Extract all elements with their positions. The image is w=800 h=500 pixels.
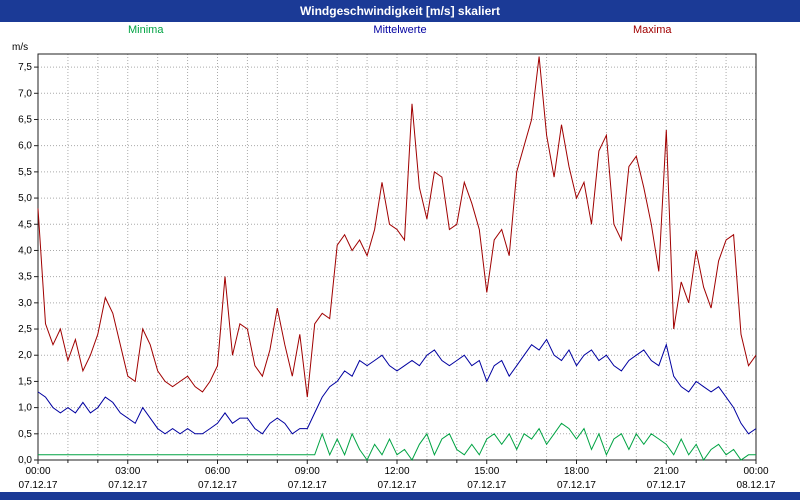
x-tick-date: 07.12.17: [108, 480, 147, 491]
x-tick-time: 15:00: [474, 466, 499, 477]
y-tick-label: 4,5: [18, 219, 32, 230]
x-tick-date: 07.12.17: [19, 480, 58, 491]
chart-area: m/s 0,0 0,5 1,0 1,5 2,0 2,5 3,0 3,5 4,0 4,5 5,0 5,5 6…: [0, 40, 800, 492]
x-tick-time: 00:00: [25, 466, 50, 477]
x-tick-time: 03:00: [115, 466, 140, 477]
wind-chart: m/s 0,0 0,5 1,0 1,5 2,0 2,5 3,0 3,5 4,0 4,5 5,0 5,5 6…: [12, 42, 776, 491]
title-bar: Windgeschwindigkeit [m/s] skaliert: [0, 0, 800, 22]
y-tick-label: 2,0: [18, 350, 32, 361]
y-tick-label: 6,0: [18, 141, 32, 152]
y-tick-label: 5,0: [18, 193, 32, 204]
legend-maxima: Maxima: [633, 24, 672, 36]
axis-labels: m/s 0,0 0,5 1,0 1,5 2,0 2,5 3,0 3,5 4,0 4,5 5,0 5,5 6…: [12, 42, 776, 491]
y-tick-label: 7,0: [18, 88, 32, 99]
y-tick-label: 5,5: [18, 167, 32, 178]
x-tick-date: 08.12.17: [737, 480, 776, 491]
x-tick-date: 07.12.17: [288, 480, 327, 491]
x-tick-date: 07.12.17: [378, 480, 417, 491]
y-tick-label: 1,0: [18, 403, 32, 414]
page-title: Windgeschwindigkeit [m/s] skaliert: [300, 4, 500, 18]
y-tick-label: 4,0: [18, 245, 32, 256]
x-tick-time: 00:00: [743, 466, 768, 477]
y-tick-label: 3,5: [18, 272, 32, 283]
legend-minima: Minima: [128, 24, 164, 36]
x-tick-date: 07.12.17: [557, 480, 596, 491]
y-tick-label: 0,0: [18, 455, 32, 466]
x-tick-date: 07.12.17: [467, 480, 506, 491]
y-axis-unit: m/s: [12, 42, 28, 53]
y-tick-label: 1,5: [18, 376, 32, 387]
x-tick-time: 21:00: [654, 466, 679, 477]
y-tick-label: 2,5: [18, 324, 32, 335]
mittelwerte-line: [37, 338, 757, 435]
gridlines: [38, 54, 756, 460]
minima-line: [38, 422, 756, 461]
y-tick-label: 7,5: [18, 62, 32, 73]
y-tick-label: 0,5: [18, 429, 32, 440]
x-tick-time: 12:00: [384, 466, 409, 477]
x-tick-time: 18:00: [564, 466, 589, 477]
y-tick-label: 6,5: [18, 114, 32, 125]
chart-legend: Minima Mittelwerte Maxima: [0, 22, 800, 40]
tick-marks: [34, 66, 757, 464]
x-tick-time: 09:00: [295, 466, 320, 477]
legend-mittelwerte: Mittelwerte: [373, 24, 427, 36]
bottom-strip: [0, 492, 800, 500]
x-tick-date: 07.12.17: [647, 480, 686, 491]
y-tick-label: 3,0: [18, 298, 32, 309]
x-tick-time: 06:00: [205, 466, 230, 477]
x-tick-date: 07.12.17: [198, 480, 237, 491]
maxima-line: [37, 56, 757, 398]
